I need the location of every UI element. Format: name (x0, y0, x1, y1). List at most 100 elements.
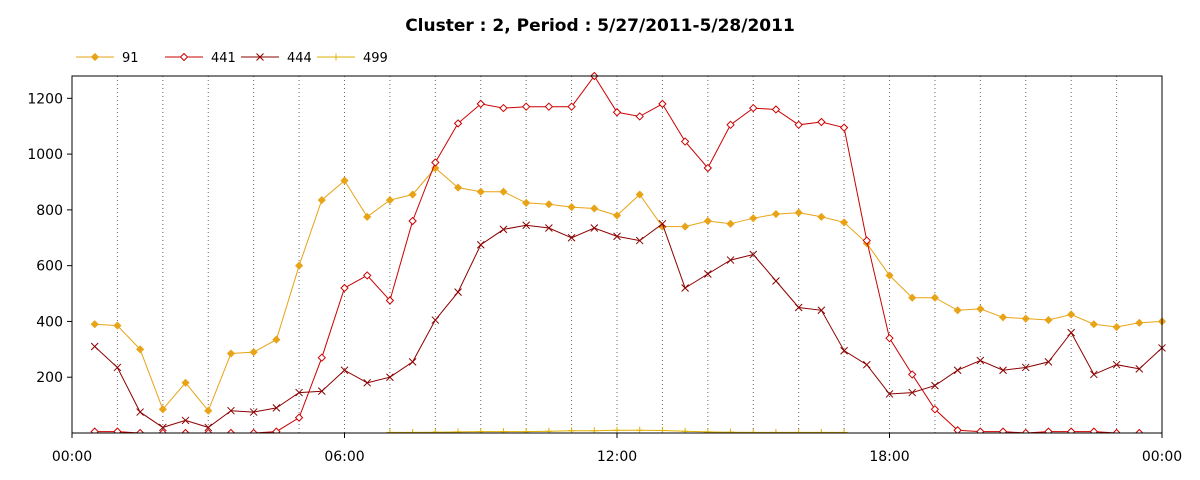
data-point (1089, 320, 1098, 329)
data-point (976, 304, 985, 313)
series-line (94, 222, 1163, 428)
series-441 (90, 72, 1144, 433)
data-point (703, 270, 712, 278)
data-point (658, 99, 667, 109)
data-point (703, 163, 713, 173)
data-point (613, 232, 621, 241)
data-point (1066, 427, 1076, 433)
y-tick-label: 1000 (27, 147, 63, 163)
data-point (1044, 427, 1053, 433)
data-point (521, 102, 531, 111)
data-point (1021, 314, 1030, 323)
data-point (726, 219, 735, 228)
data-point (340, 283, 349, 293)
data-point (522, 198, 531, 207)
data-point (453, 119, 463, 128)
data-point (317, 353, 326, 362)
data-point (90, 427, 99, 433)
data-point (953, 426, 962, 433)
data-point (930, 293, 939, 302)
x-tick-label: 12:00 (597, 449, 637, 465)
series-499 (386, 426, 848, 433)
chart-title: Cluster : 2, Period : 5/27/2011-5/28/201… (405, 16, 795, 36)
data-point (726, 120, 735, 130)
data-point (522, 428, 530, 433)
data-point (862, 236, 871, 245)
data-point (795, 428, 803, 433)
data-point (158, 405, 167, 414)
data-point (908, 370, 917, 379)
series-91 (90, 163, 1166, 415)
data-point (227, 406, 235, 415)
data-point (363, 271, 372, 280)
data-point (476, 240, 485, 249)
data-point (158, 428, 168, 433)
data-point (794, 303, 803, 312)
data-point (226, 349, 236, 358)
data-point (113, 321, 122, 330)
data-point (612, 108, 622, 117)
data-point (431, 158, 440, 167)
data-point (727, 428, 735, 433)
grid-lines (116, 76, 1118, 433)
data-point (704, 428, 712, 433)
data-point (862, 360, 871, 369)
data-point (1090, 370, 1098, 379)
data-point (1112, 322, 1121, 332)
data-point (204, 406, 213, 415)
data-point (90, 342, 99, 351)
series-444 (90, 219, 1166, 432)
data-point (522, 221, 531, 230)
data-point (294, 413, 304, 422)
data-point (295, 388, 303, 397)
data-point (409, 428, 417, 433)
data-point (363, 212, 372, 221)
data-point (158, 423, 167, 432)
data-point (272, 404, 281, 412)
data-point (90, 320, 99, 329)
data-point (885, 333, 894, 343)
data-point (386, 373, 394, 382)
data-point (908, 388, 917, 397)
data-point (749, 250, 758, 259)
data-point (476, 187, 485, 196)
data-point (340, 366, 349, 375)
data-point (1044, 358, 1053, 366)
y-tick-label: 1200 (27, 91, 63, 107)
data-point (1067, 328, 1076, 337)
data-point (1135, 318, 1144, 327)
data-point (635, 190, 644, 199)
data-point (179, 52, 189, 62)
data-point (386, 428, 394, 433)
data-point (817, 212, 826, 221)
data-point (908, 293, 917, 302)
x-tick-label: 18:00 (869, 449, 909, 465)
x-tick-label: 00:00 (52, 449, 92, 465)
data-point (340, 176, 349, 185)
data-point (590, 224, 599, 232)
data-point (249, 428, 258, 433)
data-point (794, 120, 803, 130)
data-point (1044, 315, 1053, 325)
data-point (256, 53, 264, 61)
data-point (385, 296, 395, 305)
data-point (1135, 364, 1144, 373)
data-point (476, 99, 485, 109)
data-point (930, 405, 940, 414)
data-point (408, 190, 417, 199)
data-point (431, 428, 439, 433)
data-point (567, 102, 576, 111)
data-point (953, 366, 962, 375)
data-point (136, 408, 144, 416)
data-point (885, 271, 894, 280)
legend-item-499: 499 (317, 51, 388, 66)
data-point (181, 416, 190, 425)
data-point (454, 428, 462, 433)
data-point (680, 137, 690, 146)
series-line (94, 167, 1163, 412)
y-axis: 200 400 600 800 1000 1200 (27, 91, 72, 386)
data-point (772, 428, 780, 433)
chart-legend: 91 441 444 499 (76, 51, 388, 66)
data-point (998, 427, 1008, 433)
